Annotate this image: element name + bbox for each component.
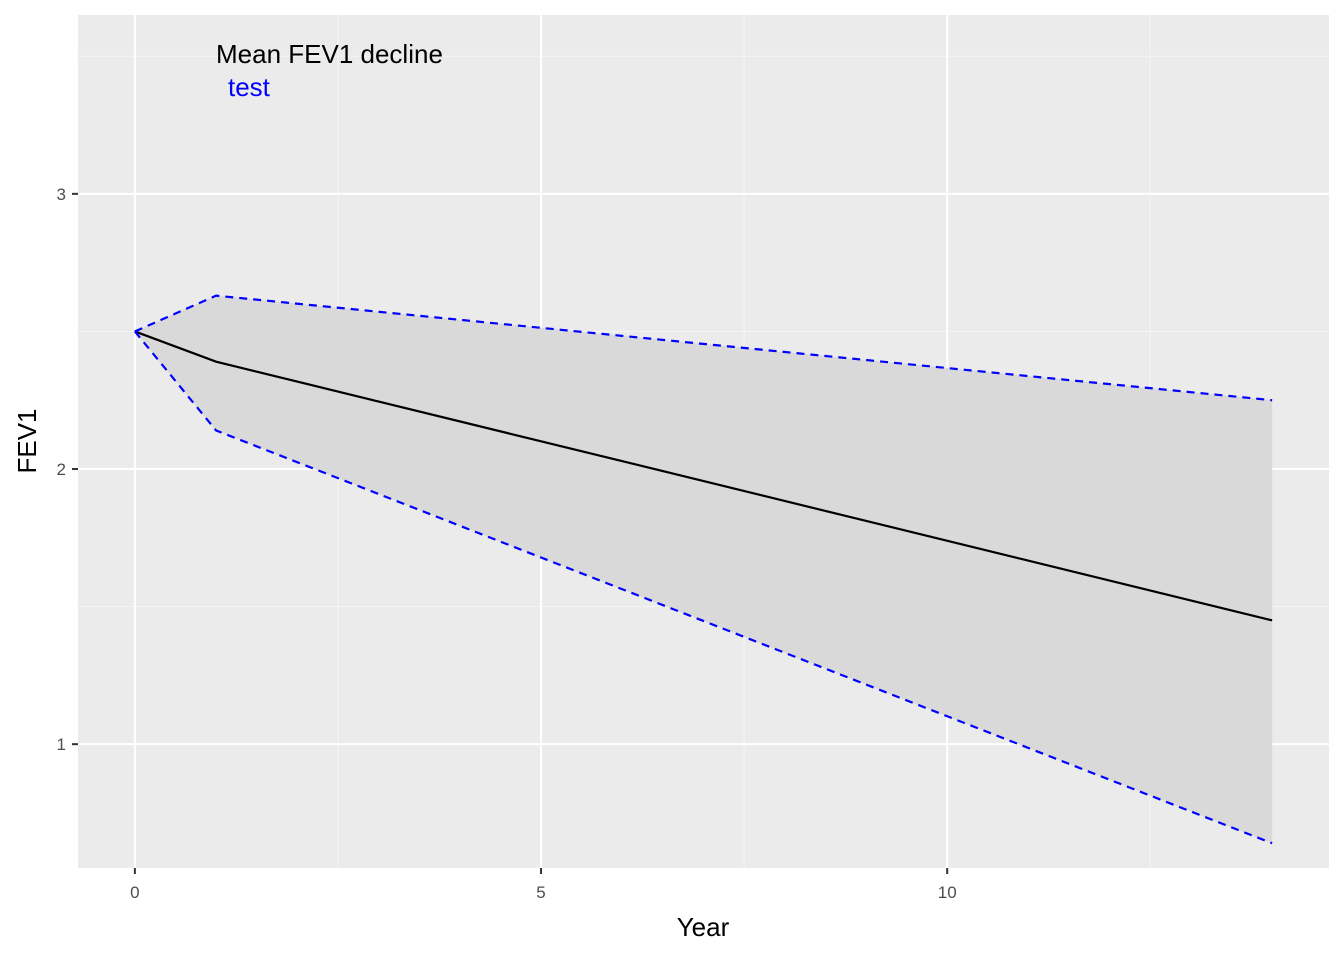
mean-line: [134, 330, 1273, 622]
y-tick-label: 2: [57, 460, 66, 479]
annotation-test: test: [228, 72, 271, 102]
annotation-title: Mean FEV1 decline: [216, 39, 443, 69]
confidence-band: [134, 295, 1273, 844]
ribbon-band: [134, 295, 1273, 844]
x-tick-label: 0: [130, 883, 139, 902]
series-lines: [134, 294, 1273, 845]
x-tick-labels: 0 5 10: [130, 883, 957, 902]
y-tick-labels: 1 2 3: [57, 185, 66, 754]
y-axis-title: FEV1: [12, 408, 42, 473]
x-tick-label: 10: [938, 883, 957, 902]
y-tick-label: 3: [57, 185, 66, 204]
y-tick-label: 1: [57, 735, 66, 754]
x-tick-label: 5: [536, 883, 545, 902]
x-axis-title: Year: [677, 912, 730, 942]
lower-line: [134, 330, 1273, 845]
axis-ticks: [72, 192, 949, 874]
upper-line: [134, 294, 1273, 402]
